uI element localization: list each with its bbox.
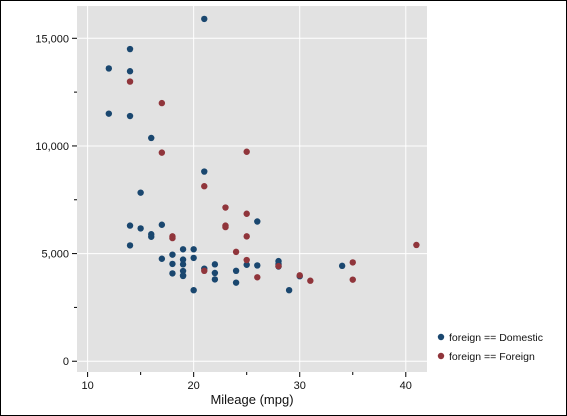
data-point [222,223,229,231]
series-foreign [126,78,420,284]
data-point [190,286,197,294]
x-axis-title: Mileage (mpg) [210,392,293,407]
data-point [169,234,176,242]
data-point [190,254,197,262]
data-point [243,261,250,268]
data-point [137,225,144,232]
data-point [158,221,166,228]
data-point [349,259,356,266]
data-point [179,267,187,275]
data-point [232,267,240,275]
data-point [201,183,208,190]
data-point [211,269,219,277]
data-point [169,251,176,258]
legend-label: foreign == Domestic [449,332,543,344]
data-point [126,45,134,53]
data-point [201,267,208,275]
data-point [105,65,113,72]
data-point [126,112,134,120]
data-point [158,255,166,262]
data-point [179,272,187,280]
data-point [254,274,261,281]
data-point [126,222,134,229]
x-tick-label: 10 [81,380,93,392]
data-point [307,277,314,284]
data-point [190,246,197,253]
plot-area [77,6,427,372]
data-point [179,261,187,268]
data-point [201,15,208,23]
grid-lines [77,6,427,372]
legend-marker [437,333,445,341]
data-point [254,262,261,269]
data-point [179,246,187,253]
data-point [158,99,166,107]
x-tick-label: 40 [400,380,412,392]
x-axis: 10 20 30 40 [81,372,412,392]
data-point [148,233,155,240]
data-point [126,68,134,75]
data-point [148,134,155,142]
data-points [105,15,420,294]
x-tick-label: 20 [188,380,200,392]
y-axis: 0 5,000 10,000 15,000 [35,33,77,368]
data-point [349,276,356,283]
data-point [243,256,250,264]
data-point [243,148,250,155]
data-point [105,110,113,117]
data-point [169,260,176,268]
data-point [338,262,346,270]
data-point [232,279,240,286]
data-point [254,218,261,225]
data-point [201,168,208,175]
y-tick-label: 10,000 [35,141,69,153]
data-point [232,248,240,256]
data-point [222,204,229,211]
data-point [296,272,303,279]
data-point [285,286,293,294]
data-point [126,78,134,85]
legend: foreign == Domestic foreign == Foreign [437,332,543,363]
data-point [211,261,219,268]
y-tick-label: 5,000 [41,249,69,261]
data-point [137,189,144,196]
legend-label: foreign == Foreign [449,351,535,363]
data-point [211,276,219,283]
data-point [275,262,282,270]
data-point [413,241,420,249]
y-tick-label: 15,000 [35,33,69,45]
x-tick-label: 30 [294,380,306,392]
legend-marker [437,352,445,360]
data-point [179,256,187,263]
data-point [126,242,134,249]
data-point [169,270,176,277]
y-tick-label: 0 [63,356,69,368]
data-point [158,149,166,156]
data-point [243,210,250,217]
data-point [243,233,250,240]
